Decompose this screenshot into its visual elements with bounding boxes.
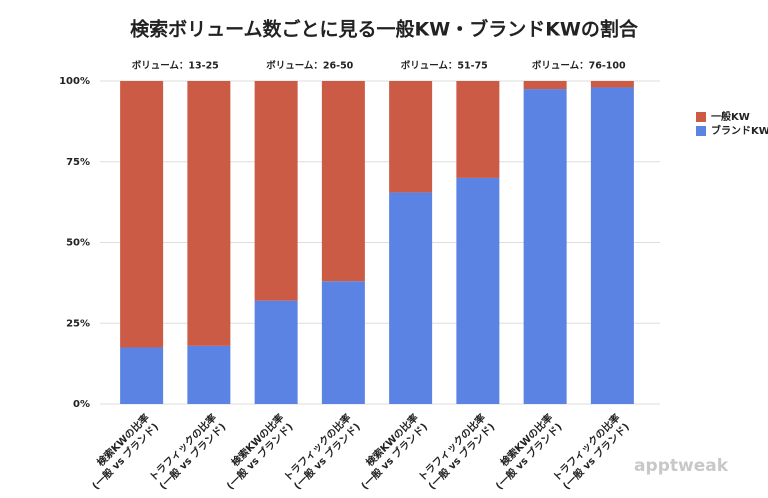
group-label: ボリューム：13-25 <box>132 60 219 72</box>
bar-segment <box>456 177 500 404</box>
bar-segment <box>590 87 634 405</box>
bar-segment <box>389 81 433 193</box>
bar-segment <box>523 89 567 404</box>
bar-segment <box>389 192 433 404</box>
y-tick-label: 25% <box>66 318 90 329</box>
bar-segment <box>254 81 298 301</box>
y-tick-label: 0% <box>73 399 90 410</box>
group-label: ボリューム：76-100 <box>532 60 626 72</box>
bar-segment <box>321 281 365 404</box>
bar-segment <box>456 81 500 178</box>
bar-segment <box>321 81 365 282</box>
bar-segment <box>120 81 164 348</box>
bar-segment <box>523 81 567 90</box>
legend-label: 一般KW <box>711 110 750 123</box>
legend-swatch <box>696 126 706 136</box>
bar-segment <box>590 81 634 88</box>
legend-label: ブランドKW <box>711 124 768 137</box>
bar-segment <box>254 300 298 404</box>
bar-segment <box>120 347 164 404</box>
chart-title: 検索ボリューム数ごとに見る一般KW・ブランドKWの割合 <box>130 18 639 41</box>
watermark: apptweak <box>634 456 729 476</box>
bar-segment <box>187 345 231 404</box>
y-tick-label: 50% <box>66 238 90 249</box>
y-tick-label: 75% <box>66 157 90 168</box>
y-tick-label: 100% <box>59 76 90 87</box>
bar-segment <box>187 81 231 346</box>
group-label: ボリューム：26-50 <box>266 60 353 72</box>
group-label: ボリューム：51-75 <box>401 60 488 72</box>
legend-swatch <box>696 112 706 122</box>
